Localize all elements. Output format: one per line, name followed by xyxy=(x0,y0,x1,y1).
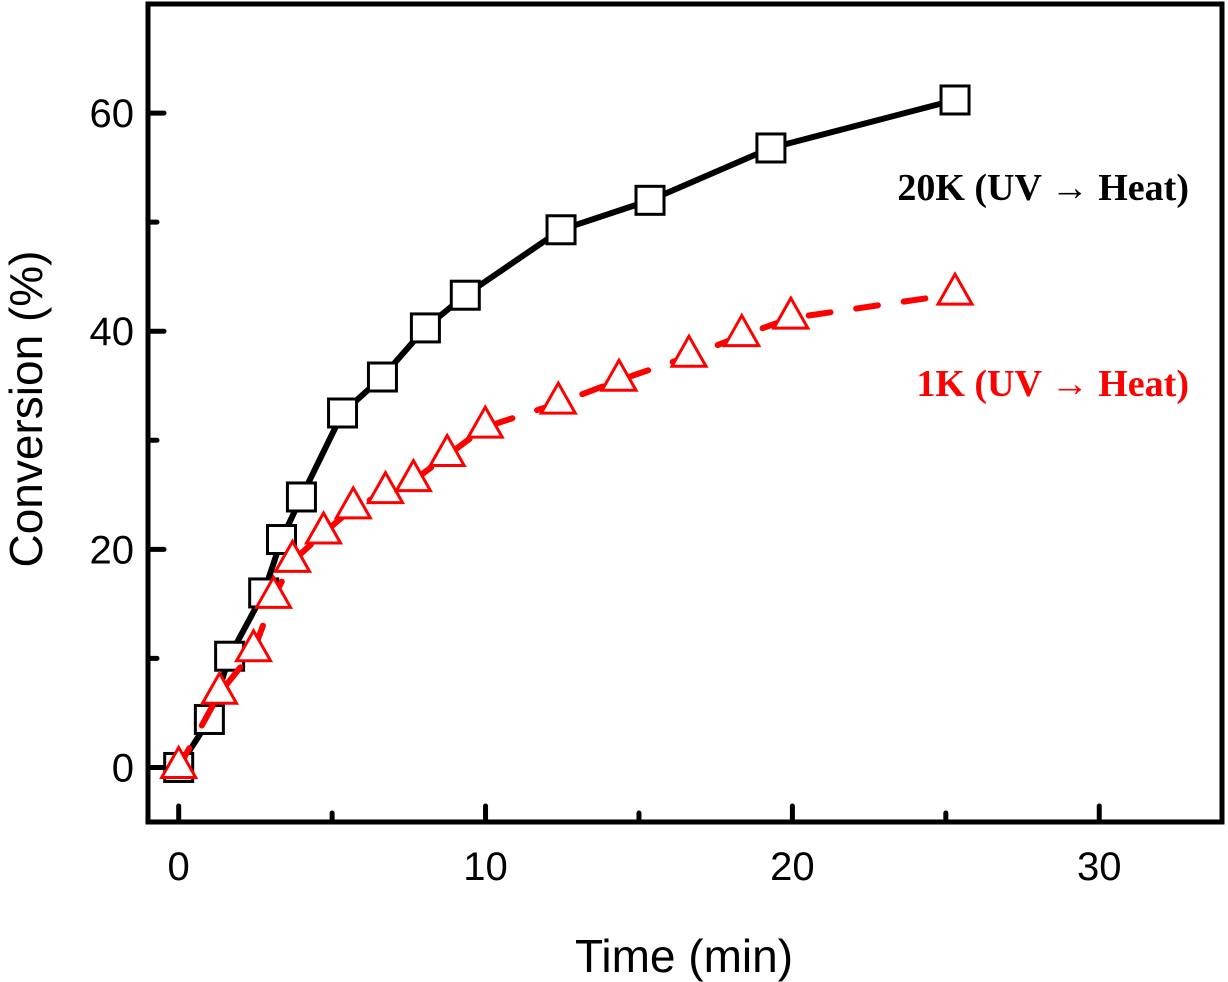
triangle-marker xyxy=(427,432,467,468)
triangle-marker xyxy=(538,380,578,415)
triangle-marker xyxy=(771,295,811,330)
annotation-1k: 1K (UV → Heat) xyxy=(916,363,1189,405)
triangle-marker xyxy=(599,357,639,392)
triangle-marker xyxy=(199,670,240,705)
square-marker xyxy=(545,214,577,246)
square-marker xyxy=(755,132,787,164)
y-tick-label: 20 xyxy=(90,528,135,572)
square-marker xyxy=(327,397,359,429)
triangle-marker xyxy=(365,469,406,505)
y-axis-title: Conversion (%) xyxy=(0,251,52,568)
triangle-marker xyxy=(393,457,434,493)
x-tick-label: 30 xyxy=(1077,845,1122,889)
series-line xyxy=(175,97,958,771)
series-20k xyxy=(163,84,971,783)
triangle-marker xyxy=(333,484,373,520)
square-marker xyxy=(366,361,398,393)
square-marker xyxy=(409,312,441,344)
plot-frame xyxy=(145,1,1225,825)
x-tick-label: 0 xyxy=(168,845,190,889)
triangle-marker xyxy=(272,538,313,573)
square-marker xyxy=(939,84,971,116)
triangle-marker xyxy=(233,627,274,663)
square-marker xyxy=(285,481,317,513)
x-tick-label: 10 xyxy=(463,845,508,889)
x-tick-label: 20 xyxy=(770,845,815,889)
triangle-marker xyxy=(465,404,505,439)
ticks-layer xyxy=(145,110,1102,825)
series-1k xyxy=(159,271,975,779)
triangle-marker xyxy=(722,312,762,348)
series-layer xyxy=(159,84,975,783)
y-tick-label: 60 xyxy=(90,92,135,136)
y-tick-label: 40 xyxy=(90,310,135,354)
y-tick-label: 0 xyxy=(112,746,134,790)
square-marker xyxy=(449,279,481,311)
square-marker xyxy=(634,184,666,216)
triangle-marker xyxy=(935,271,975,306)
x-axis-title: Time (min) xyxy=(575,930,793,982)
triangle-marker xyxy=(253,574,294,609)
tick-labels-layer: 0 10 20 30 0 20 40 60 xyxy=(90,92,1122,889)
triangle-marker xyxy=(159,744,199,779)
triangle-marker xyxy=(669,333,709,368)
annotation-20k: 20K (UV → Heat) xyxy=(897,167,1189,209)
triangle-marker xyxy=(303,509,344,545)
